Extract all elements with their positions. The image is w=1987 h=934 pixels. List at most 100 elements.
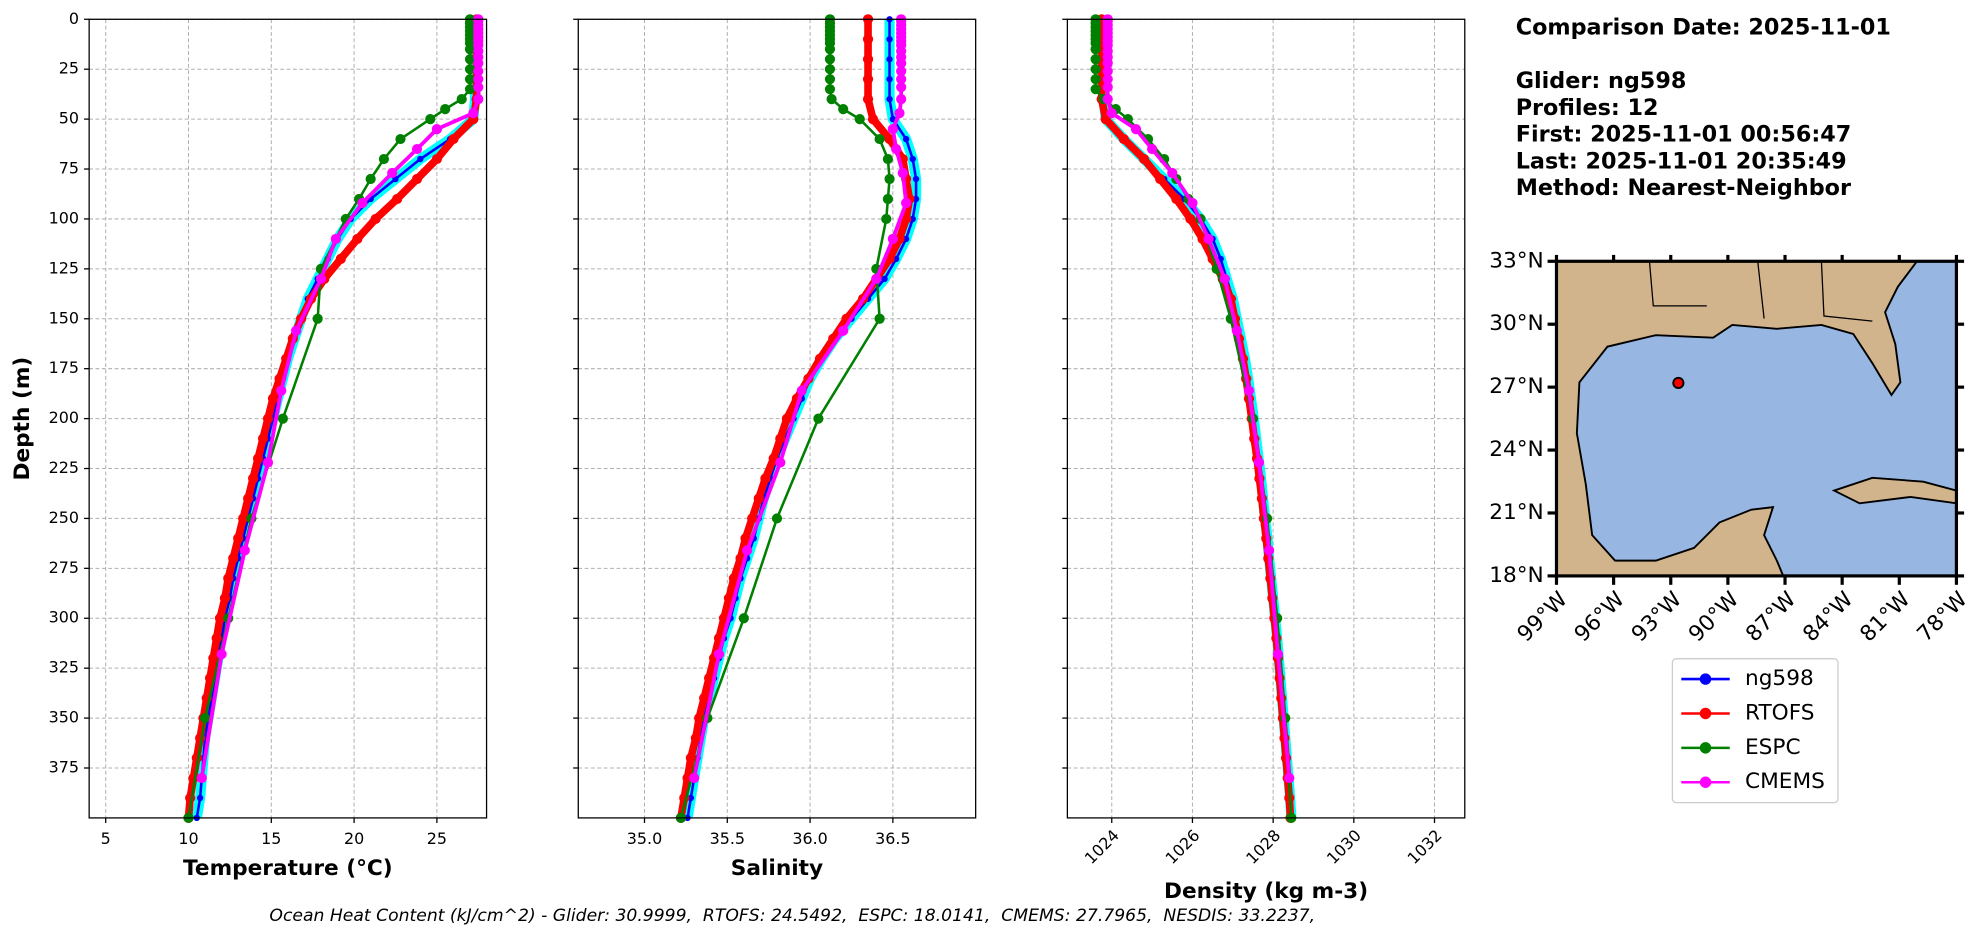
profile-point [824,44,836,55]
x-tick-label: 5 [101,829,111,848]
profile-point [431,124,442,135]
legend-marker [1699,776,1712,788]
profile-point [886,95,893,103]
profile-point [1106,108,1117,119]
x-tick-label: 36.5 [875,829,910,848]
profile-point [862,34,874,45]
profile-point [464,64,476,75]
profile-point [1231,325,1242,336]
profile-point [1155,173,1166,185]
profile-point [1090,84,1101,95]
profile-point [233,533,244,544]
profile-point [473,66,484,77]
y-tick-label: 18°N [1489,563,1544,588]
y-tick-label: 300 [49,608,79,627]
axes-frame [577,18,977,819]
profile-point [473,74,484,85]
profile-point [1102,74,1113,85]
profile-point [262,457,274,468]
y-tick-label: 375 [49,757,79,776]
profile-point [357,197,368,209]
profile-point [862,54,874,65]
profile-point [425,114,436,125]
profile-point [335,253,346,264]
profile-point [330,233,341,245]
profile-point [440,104,451,115]
profile-point [796,385,807,396]
profile-point [838,325,849,336]
profile-point [239,545,250,556]
legend-box [1671,658,1839,804]
profile-point [1171,193,1182,205]
x-tick-label: 25 [427,829,447,848]
profile-point [881,275,888,283]
x-tick-label: 1026 [1161,826,1203,868]
profile-point [781,413,792,424]
profile-point [886,36,893,43]
x-tick-label: 36.0 [792,829,827,848]
profile-point [456,94,467,105]
profile-point [1138,153,1150,165]
profile-point [395,133,406,145]
profile-point [824,74,836,85]
profile-point [887,124,898,135]
profile-point [909,155,916,163]
profile-point [370,213,381,225]
profile-point [417,155,424,163]
profile-point [1090,44,1101,55]
profile-point [365,173,376,185]
profile-point [886,56,893,63]
profile-point [219,593,231,604]
y-tick-label: 21°N [1489,500,1544,525]
info-line: Last: 2025-11-01 20:35:49 [1516,148,1847,174]
y-tick-label: 325 [49,658,79,677]
profile-point [196,772,207,784]
profile-point [685,752,696,764]
profile-point [884,133,895,145]
x-tick-label: 1024 [1081,826,1123,868]
profile-point [387,167,398,179]
x-tick-label: 20 [344,829,364,848]
profile-point [738,613,749,624]
profile-point [291,325,302,336]
profile-point [464,54,476,65]
x-tick-label: 10 [178,829,198,848]
profile-point [196,794,204,802]
x-axis-label: Density (kg m-3) [1164,879,1368,904]
profile-point [901,197,912,209]
profile-point [902,135,910,143]
profile-point [881,213,892,225]
profile-point [464,74,476,85]
x-tick-label: 1028 [1242,826,1284,868]
profile-point [896,58,907,69]
x-tick-label: 93°W [1627,587,1687,647]
y-tick-label: 100 [49,208,79,227]
profile-point [1187,197,1198,209]
profile-point [894,108,905,119]
profile-point [243,493,254,504]
profile-point [896,82,907,93]
profile-point [703,673,715,684]
profile-point [1102,94,1113,105]
x-tick-label: 78°W [1913,587,1973,647]
footer: Ocean Heat Content (kJ/cm^2) - Glider: 3… [269,906,1315,926]
profile-point [1185,213,1196,225]
x-tick-label: 87°W [1741,587,1801,647]
legend-label: CMEMS [1745,769,1825,794]
x-axis-label: Salinity [731,856,823,881]
x-tick-label: 35.5 [710,829,745,848]
profile-point [824,54,836,65]
profile-point [352,233,363,245]
profile-point [228,553,239,564]
profile-point [392,193,403,205]
y-axis-label: Depth (m) [10,357,35,481]
info-line: Method: Nearest-Neighbor [1516,175,1851,201]
profile-point [897,167,908,179]
profile-point [1284,772,1295,784]
y-tick-label: 30°N [1489,311,1544,336]
profile-point [740,533,751,544]
profile-point [912,175,920,183]
profile-point [854,114,865,125]
profile-point [247,473,259,484]
